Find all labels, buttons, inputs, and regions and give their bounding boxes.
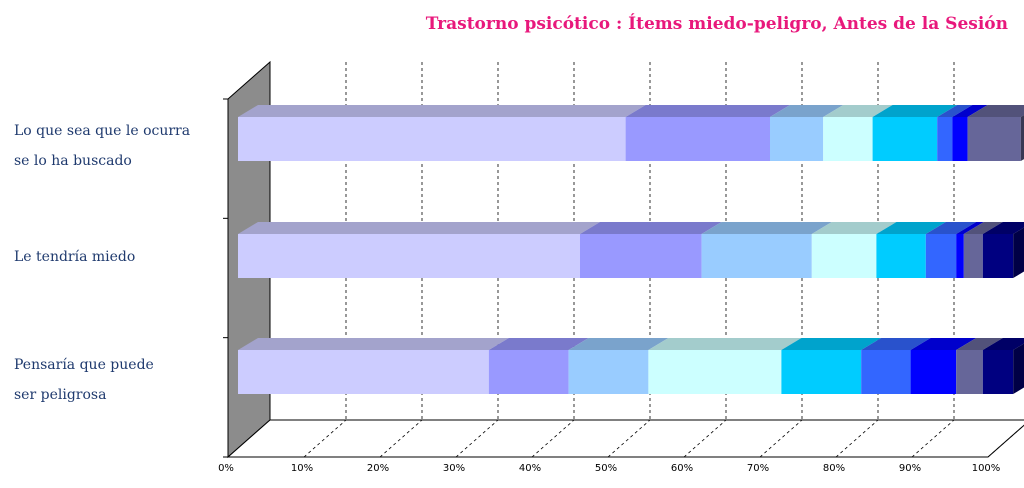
bar-2-segment-2-top xyxy=(580,222,722,234)
bar-3-segment-4 xyxy=(648,350,782,394)
bar-2-segment-1-top xyxy=(238,222,600,234)
bar-3-segment-3 xyxy=(568,350,649,394)
bar-3-segment-6-top xyxy=(861,338,931,350)
x-tick-label-4: 40% xyxy=(519,463,541,474)
bar-3-segment-5 xyxy=(781,350,862,394)
bar-1-segment-5 xyxy=(872,117,938,161)
bar-2-segment-3-top xyxy=(701,222,832,234)
bar-3-segment-5-top xyxy=(781,338,882,350)
bar-3-segment-9 xyxy=(982,350,1014,394)
bar-2-segment-5 xyxy=(876,234,926,278)
x-tick-label-8: 80% xyxy=(823,463,845,474)
bar-2-segment-7-top xyxy=(956,222,984,234)
bar-1-segment-8-top xyxy=(967,105,1024,117)
x-tick-label-0: 0% xyxy=(218,463,234,474)
bar-2-segment-4 xyxy=(811,234,877,278)
bar-1-segment-3-top xyxy=(770,105,844,117)
bar-1-segment-7 xyxy=(952,117,968,161)
bar-3-segment-7 xyxy=(910,350,957,394)
bar-2-segment-9 xyxy=(982,234,1014,278)
bar-3-segment-2-top xyxy=(488,338,589,350)
x-tick-label-6: 60% xyxy=(671,463,693,474)
bar-3-segment-1-top xyxy=(238,338,509,350)
bar-2-segment-7 xyxy=(956,234,964,278)
bar-1-segment-4 xyxy=(823,117,873,161)
x-tick-label-2: 20% xyxy=(367,463,389,474)
chart-title: Trastorno psicótico : Ítems miedo-peligr… xyxy=(425,14,1008,34)
bar-1-segment-4-top xyxy=(823,105,893,117)
category-label-1: Lo que sea que le ocurra se lo ha buscad… xyxy=(14,116,224,176)
bar-2-segment-8-top xyxy=(963,222,1003,234)
category-label-2: Le tendría miedo xyxy=(14,242,224,272)
bar-3-segment-8-top xyxy=(956,338,1003,350)
bar-2-segment-5-top xyxy=(876,222,946,234)
bar-1-segment-8 xyxy=(967,117,1021,161)
x-tick-label-10: 100% xyxy=(972,463,1001,474)
bar-3-segment-9-top xyxy=(982,338,1024,350)
bar-3-segment-1 xyxy=(238,350,489,394)
category-label-2-line-1: Le tendría miedo xyxy=(14,249,136,265)
bar-1-segment-5-top xyxy=(872,105,958,117)
bar-2-segment-4-top xyxy=(811,222,897,234)
category-label-3-line-2: ser peligrosa xyxy=(14,387,107,403)
bar-3-segment-7-top xyxy=(910,338,977,350)
floor xyxy=(226,419,1024,458)
bar-1-segment-2 xyxy=(625,117,770,161)
bar-1-segment-6-top xyxy=(937,105,973,117)
bar-3-segment-4-top xyxy=(648,338,802,350)
category-label-3: Pensaría que puede ser peligrosa xyxy=(14,350,224,410)
bar-1-segment-3 xyxy=(770,117,824,161)
category-label-1-line-2: se lo ha buscado xyxy=(14,153,132,169)
bar-2-segment-2 xyxy=(580,234,702,278)
bar-3-segment-2 xyxy=(488,350,569,394)
bar-1-segment-2-top xyxy=(625,105,790,117)
bar-2-segment-1 xyxy=(238,234,580,278)
x-tick-label-7: 70% xyxy=(747,463,769,474)
bar-3-end-face xyxy=(1013,343,1024,394)
bar-2-segment-6 xyxy=(925,234,957,278)
bar-2-segment-9-top xyxy=(982,222,1024,234)
bar-1-end-face xyxy=(1020,115,1024,161)
x-tick-label-9: 90% xyxy=(899,463,921,474)
x-tick-label-1: 10% xyxy=(291,463,313,474)
category-label-3-line-1: Pensaría que puede xyxy=(14,357,154,373)
x-tick-label-3: 30% xyxy=(443,463,465,474)
bar-1-segment-6 xyxy=(937,117,953,161)
bar-1-segment-1 xyxy=(238,117,626,161)
bar-3-segment-3-top xyxy=(568,338,669,350)
x-tick-label-5: 50% xyxy=(595,463,617,474)
bar-3-segment-6 xyxy=(861,350,911,394)
bar-3-segment-8 xyxy=(956,350,983,394)
bar-2-segment-8 xyxy=(963,234,983,278)
category-label-1-line-1: Lo que sea que le ocurra xyxy=(14,123,191,139)
bar-1-segment-1-top xyxy=(238,105,646,117)
bar-2-segment-3 xyxy=(701,234,812,278)
bar-2-end-face xyxy=(1013,227,1024,278)
bar-2-segment-6-top xyxy=(925,222,977,234)
bar-1-segment-7-top xyxy=(952,105,988,117)
